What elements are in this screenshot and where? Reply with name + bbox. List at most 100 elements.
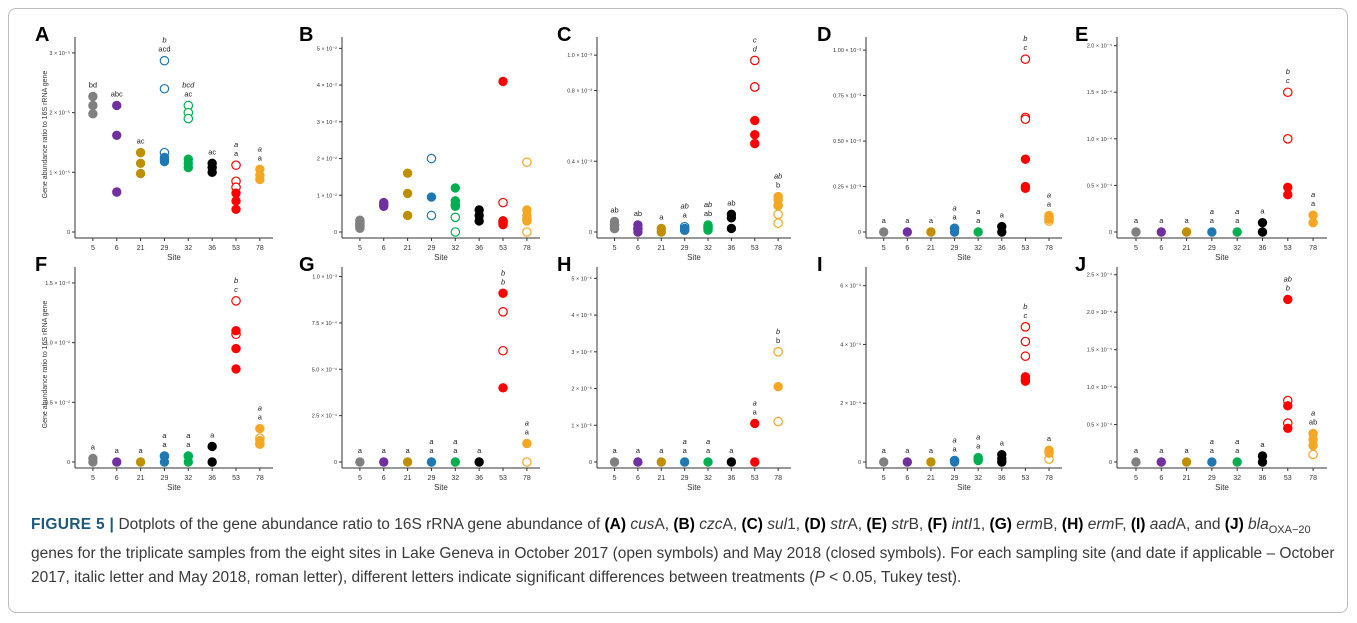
y-tick-label: 5.0 × 10⁻⁴ <box>312 366 338 373</box>
x-tick-label: 78 <box>1309 475 1317 482</box>
closed-point <box>355 223 365 234</box>
significance-letter: ab <box>680 202 688 211</box>
significance-letter: a <box>929 446 934 455</box>
caption-part: 1, <box>787 516 805 533</box>
x-tick-label: 6 <box>382 245 386 252</box>
x-tick-label: 5 <box>91 475 95 482</box>
closed-point <box>498 76 508 87</box>
closed-point <box>1283 294 1293 305</box>
x-tick-label: 53 <box>751 475 759 482</box>
open-point <box>522 227 532 237</box>
closed-point <box>1232 457 1242 467</box>
closed-point <box>973 227 983 237</box>
significance-letter: ab <box>704 200 712 209</box>
x-tick-label: 78 <box>774 475 782 482</box>
x-tick-label: 6 <box>115 245 119 252</box>
x-axis-label: Site <box>167 483 181 492</box>
x-tick-label: 32 <box>974 475 982 482</box>
y-tick-label: 1.0 × 10⁻³ <box>312 275 337 281</box>
closed-point <box>426 192 437 202</box>
caption-part: Dotplots of the gene abundance ratio to … <box>114 516 605 533</box>
open-point <box>159 83 170 94</box>
x-tick-label: 21 <box>657 475 665 482</box>
significance-letter: a <box>258 404 262 413</box>
caption-part: (A) <box>604 516 626 533</box>
figure-frame: A 0 1 × 10⁻⁵ 2 × 10⁻⁵ 3 × 10⁻⁵ 5 6 21 29 32 36 53 78… <box>8 8 1348 613</box>
x-tick-label: 6 <box>905 245 909 252</box>
x-tick-label: 78 <box>1045 245 1053 252</box>
closed-point <box>379 201 389 211</box>
significance-letter: a <box>115 446 120 455</box>
significance-letter: a <box>210 430 215 439</box>
y-tick-label: 0.5 × 10⁻⁴ <box>1087 182 1113 189</box>
significance-letter: a <box>1235 216 1240 225</box>
figure-panels: A 0 1 × 10⁻⁵ 2 × 10⁻⁵ 3 × 10⁻⁵ 5 6 21 29 32 36 53 78… <box>35 24 1327 492</box>
x-tick-label: 32 <box>451 245 459 252</box>
y-tick-label: 1.5 × 10⁻⁴ <box>1087 89 1113 96</box>
y-tick-label: 4 × 10⁻² <box>317 83 337 89</box>
significance-letter: c <box>234 285 238 294</box>
closed-point <box>1257 227 1268 237</box>
y-tick-label: 2.0 × 10⁻⁴ <box>1087 43 1113 50</box>
closed-point <box>726 457 737 467</box>
significance-letter: ab <box>1309 418 1317 427</box>
y-tick-label: 2 × 10⁻⁵ <box>49 110 70 117</box>
caption-part: erm <box>1016 516 1043 533</box>
x-tick-label: 36 <box>208 245 216 252</box>
significance-letter: a <box>234 149 239 158</box>
closed-point <box>1308 440 1318 451</box>
x-tick-label: 36 <box>475 245 483 252</box>
closed-point <box>231 325 241 336</box>
x-tick-label: 29 <box>161 475 169 482</box>
y-tick-label: 6 × 10⁻⁴ <box>840 283 861 290</box>
significance-letter: a <box>612 446 617 455</box>
caption-part: (F) <box>927 516 948 533</box>
significance-letter: a <box>258 153 263 162</box>
significance-letter: b <box>1023 34 1027 43</box>
x-tick-label: 5 <box>358 245 362 252</box>
y-tick-label: 0.5 × 10⁻² <box>45 400 70 406</box>
closed-point <box>159 154 170 164</box>
closed-point <box>498 219 508 230</box>
open-point <box>498 197 508 208</box>
y-tick-label: 0 <box>67 460 70 466</box>
closed-point <box>207 167 217 178</box>
open-point <box>231 296 241 306</box>
x-tick-label: 36 <box>208 475 216 482</box>
significance-letter: b <box>1286 67 1290 76</box>
significance-letter: a <box>1047 200 1052 209</box>
x-tick-label: 53 <box>499 245 507 252</box>
x-tick-label: 32 <box>704 475 712 482</box>
significance-letter: ac <box>137 137 145 146</box>
closed-point <box>450 457 461 467</box>
significance-letter: c <box>1286 76 1290 85</box>
significance-letter: a <box>976 216 981 225</box>
y-tick-label: 0.8 × 10⁻³ <box>567 89 592 95</box>
caption-part: A, <box>847 516 867 533</box>
caption-part: str <box>891 516 909 533</box>
open-point <box>749 82 760 92</box>
closed-point <box>926 227 936 237</box>
y-tick-label: 0 <box>589 230 592 236</box>
closed-point <box>1181 457 1192 467</box>
open-point <box>159 55 170 66</box>
x-tick-label: 32 <box>1233 245 1241 252</box>
closed-point <box>750 418 760 429</box>
significance-letter: a <box>952 212 957 221</box>
x-tick-label: 29 <box>681 245 689 252</box>
open-point <box>183 113 194 124</box>
closed-point <box>255 174 265 185</box>
y-tick-label: 0 <box>334 460 337 466</box>
x-tick-label: 78 <box>774 245 782 252</box>
significance-letter: a <box>976 433 980 442</box>
significance-letter: ab <box>704 209 712 218</box>
x-tick-label: 29 <box>1208 475 1216 482</box>
significance-letter: a <box>706 437 710 446</box>
closed-point <box>135 158 146 169</box>
significance-letter: a <box>1184 216 1189 225</box>
x-tick-label: 29 <box>951 475 959 482</box>
closed-point <box>703 457 713 467</box>
closed-point <box>88 91 98 102</box>
closed-point <box>402 188 413 199</box>
y-tick-label: 4 × 10⁻⁶ <box>571 312 592 319</box>
